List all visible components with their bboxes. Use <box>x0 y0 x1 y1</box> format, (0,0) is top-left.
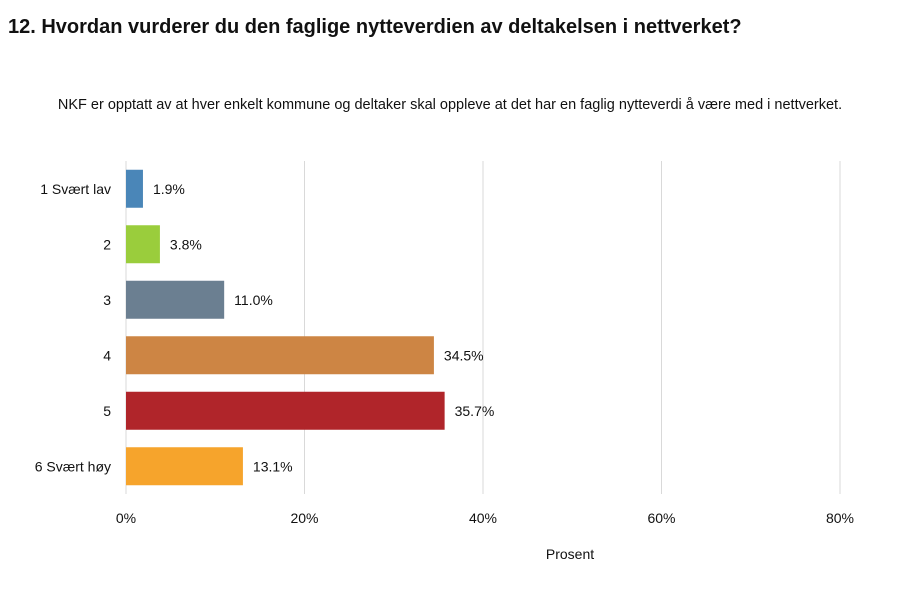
category-label: 4 <box>103 347 111 363</box>
x-tick-label: 60% <box>647 510 675 526</box>
x-axis-ticks: 0% 20% 40% 60% 80% <box>116 510 854 526</box>
category-label: 3 <box>103 292 111 308</box>
x-tick-label: 0% <box>116 510 136 526</box>
bar <box>126 280 225 319</box>
bar <box>126 225 160 264</box>
bar <box>126 391 445 430</box>
category-label: 1 Svært lav <box>40 181 111 197</box>
category-label: 5 <box>103 403 111 419</box>
data-label: 34.5% <box>444 347 484 363</box>
x-tick-label: 40% <box>469 510 497 526</box>
bar <box>126 169 143 208</box>
x-axis-title: Prosent <box>546 546 594 562</box>
data-label: 11.0% <box>234 292 273 308</box>
category-label: 2 <box>103 236 111 252</box>
category-labels: 1 Svært lav 2 3 4 5 6 Svært høy <box>35 181 111 475</box>
gridlines <box>125 161 841 494</box>
chart-title: 12. Hvordan vurderer du den faglige nytt… <box>8 16 742 38</box>
data-label: 35.7% <box>455 403 495 419</box>
category-label: 6 Svært høy <box>35 458 111 474</box>
data-label: 13.1% <box>253 458 293 474</box>
data-label: 1.9% <box>153 181 185 197</box>
x-tick-label: 20% <box>290 510 318 526</box>
chart-subtitle: NKF er opptatt av at hver enkelt kommune… <box>57 97 843 113</box>
data-label: 3.8% <box>170 236 202 252</box>
x-tick-label: 80% <box>826 510 854 526</box>
bars <box>126 169 445 486</box>
data-labels: 1.9% 3.8% 11.0% 34.5% 35.7% 13.1% <box>153 181 494 475</box>
bar <box>126 336 434 375</box>
bar <box>126 447 243 486</box>
